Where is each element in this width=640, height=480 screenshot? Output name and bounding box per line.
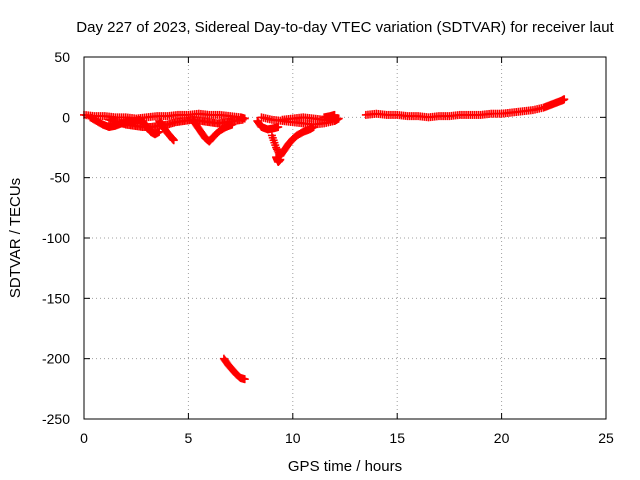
data-point: [238, 115, 247, 124]
x-tick-label: 25: [598, 430, 614, 446]
x-tick-label: 0: [80, 430, 88, 446]
y-tick-label: -250: [42, 411, 70, 427]
data-point: [240, 375, 249, 384]
y-axis-label: SDTVAR / TECUs: [7, 178, 24, 298]
data-point: [560, 95, 569, 104]
x-tick-label: 15: [389, 430, 405, 446]
x-tick-label: 20: [494, 430, 510, 446]
data-point: [334, 114, 343, 123]
plot-frame: [83, 56, 607, 420]
data-point: [228, 120, 237, 129]
y-tick-label: -150: [42, 290, 70, 306]
chart-title: Day 227 of 2023, Sidereal Day-to-day VTE…: [76, 19, 614, 36]
x-tick-labels: 0 5 10 15 20 25: [80, 430, 614, 446]
data-points: [80, 95, 569, 384]
y-tick-labels: 50 0 -50 -100 -150 -200 -250: [42, 49, 70, 427]
data-point: [169, 136, 178, 145]
x-tick-label: 5: [185, 430, 193, 446]
y-tick-label: -200: [42, 351, 70, 367]
data-point: [155, 127, 164, 136]
data-point: [276, 155, 285, 164]
x-tick-label: 10: [285, 430, 301, 446]
data-point: [309, 122, 318, 131]
y-tick-label: -50: [50, 170, 70, 186]
y-tick-label: 50: [54, 49, 70, 65]
y-tick-label: -100: [42, 230, 70, 246]
y-tick-label: 0: [62, 109, 70, 125]
x-axis-label: GPS time / hours: [288, 458, 402, 475]
data-point: [330, 110, 339, 119]
